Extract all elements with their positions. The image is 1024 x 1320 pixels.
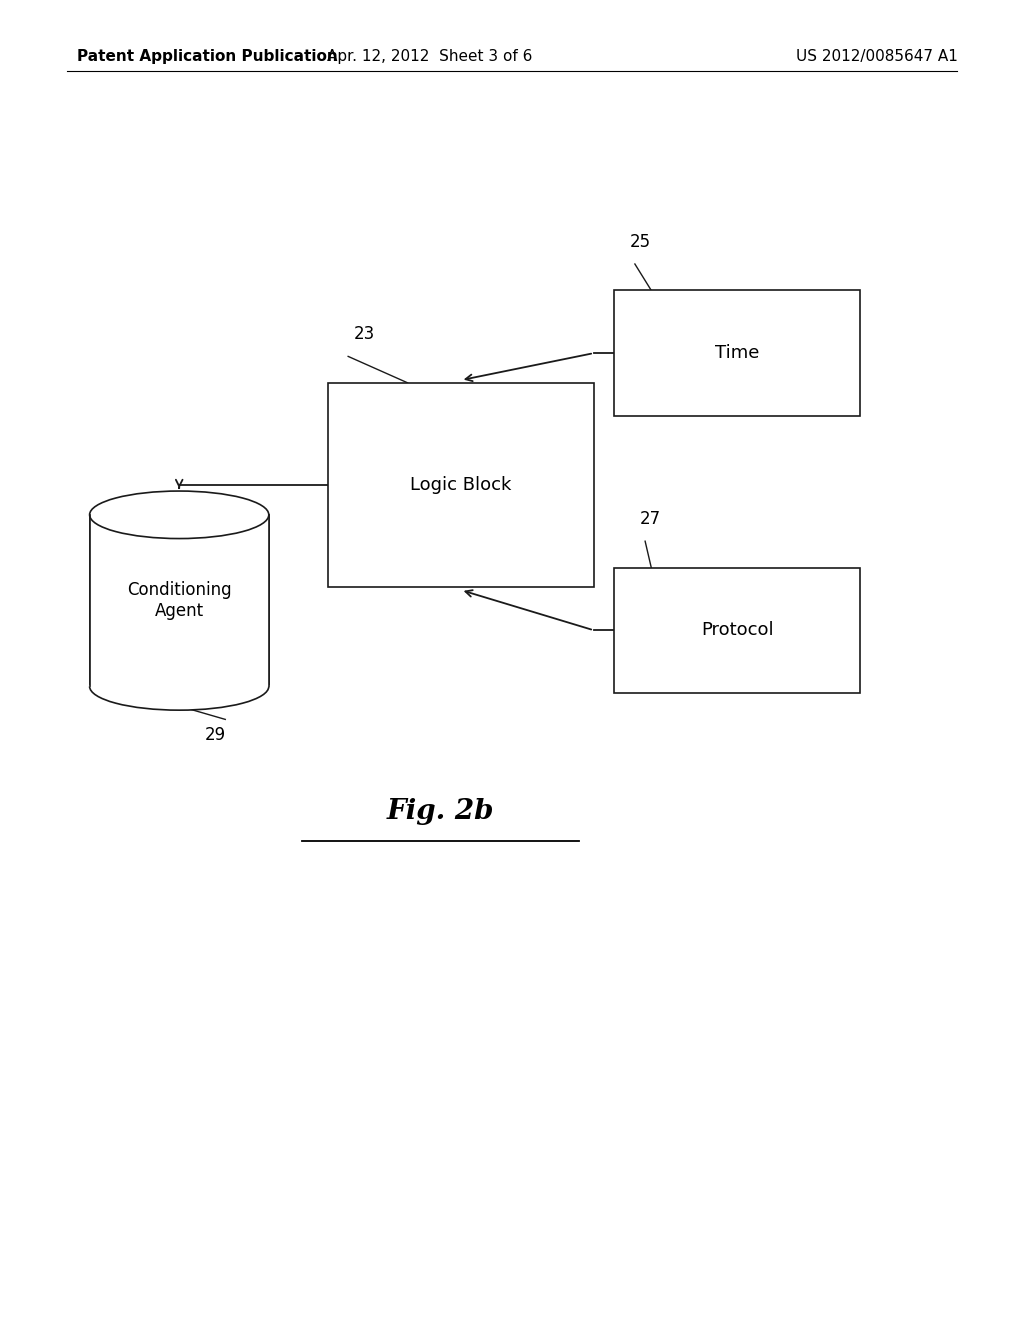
Bar xyxy=(614,568,860,693)
Ellipse shape xyxy=(90,491,268,539)
Ellipse shape xyxy=(90,663,268,710)
Text: 27: 27 xyxy=(640,510,662,528)
Text: Patent Application Publication: Patent Application Publication xyxy=(77,49,338,65)
Text: 23: 23 xyxy=(353,325,375,343)
Text: US 2012/0085647 A1: US 2012/0085647 A1 xyxy=(796,49,957,65)
Text: Protocol: Protocol xyxy=(701,622,773,639)
Text: Time: Time xyxy=(715,345,760,362)
Bar xyxy=(90,515,268,686)
Bar xyxy=(328,383,594,587)
Text: 29: 29 xyxy=(205,726,225,744)
Bar xyxy=(614,290,860,416)
Text: Logic Block: Logic Block xyxy=(411,477,511,494)
Text: 25: 25 xyxy=(630,232,651,251)
Text: Conditioning
Agent: Conditioning Agent xyxy=(127,581,231,620)
Text: Fig. 2b: Fig. 2b xyxy=(387,799,494,825)
Text: Apr. 12, 2012  Sheet 3 of 6: Apr. 12, 2012 Sheet 3 of 6 xyxy=(328,49,532,65)
